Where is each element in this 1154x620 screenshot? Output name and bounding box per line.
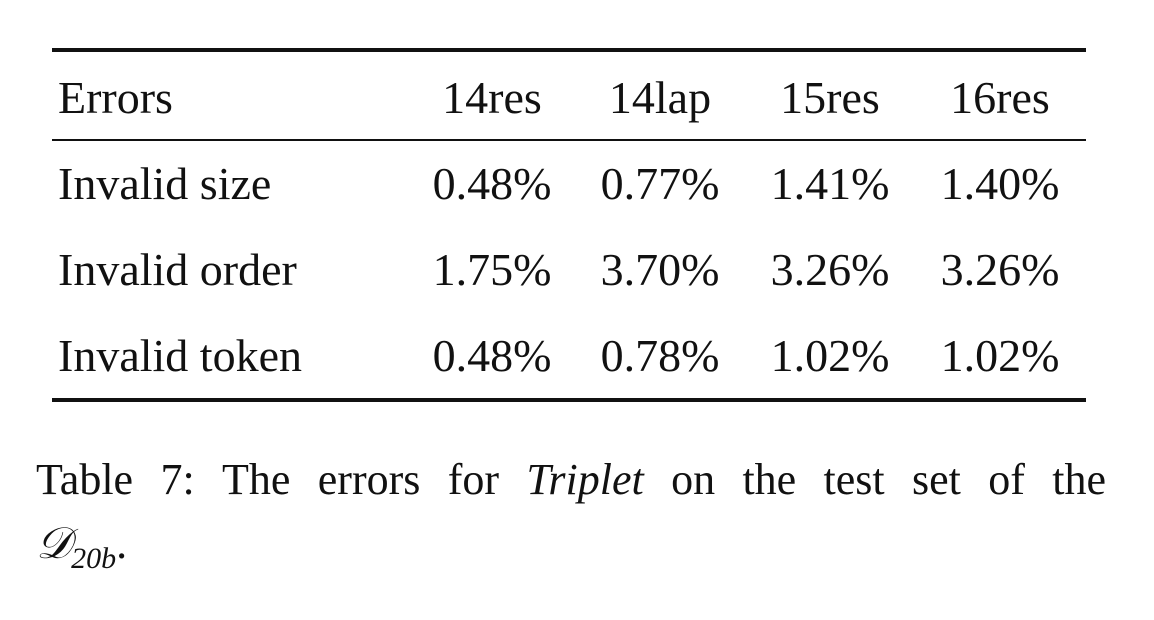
caption-word: the <box>742 455 797 504</box>
dataset-symbol: 𝒟 <box>36 518 72 569</box>
table-top-rule <box>52 48 1086 52</box>
header-errors: Errors <box>58 72 173 123</box>
dataset-subscript: 20b <box>71 542 117 575</box>
table-header-row: Errors 14res 14lap 15res 16res <box>52 68 1086 128</box>
table-header-rule <box>52 139 1086 141</box>
caption-word: of <box>988 455 1025 504</box>
caption-line-1: Table 7: The errors for Triplet on the t… <box>36 448 1106 512</box>
caption-word: test <box>823 455 885 504</box>
caption-word: set <box>912 455 961 504</box>
cell-value: 0.48% <box>432 158 552 209</box>
caption-method-name: Triplet <box>526 455 644 504</box>
table-row: Invalid size 0.48% 0.77% 1.41% 1.40% <box>52 154 1086 214</box>
caption-word: errors <box>317 455 421 504</box>
header-14res: 14res <box>442 72 542 123</box>
row-label: Invalid token <box>58 330 302 381</box>
table-row: Invalid token 0.48% 0.78% 1.02% 1.02% <box>52 326 1086 386</box>
header-15res: 15res <box>780 72 880 123</box>
caption-word: The <box>222 455 291 504</box>
caption-word: Table <box>36 455 134 504</box>
cell-value: 1.40% <box>940 158 1060 209</box>
cell-value: 1.41% <box>770 158 890 209</box>
header-16res: 16res <box>950 72 1050 123</box>
table-row: Invalid order 1.75% 3.70% 3.26% 3.26% <box>52 240 1086 300</box>
cell-value: 1.02% <box>940 330 1060 381</box>
caption-word: for <box>447 455 500 504</box>
cell-value: 3.70% <box>600 244 720 295</box>
caption-word: the <box>1052 455 1106 504</box>
row-label: Invalid size <box>58 158 272 209</box>
cell-value: 3.26% <box>770 244 890 295</box>
cell-value: 0.78% <box>600 330 720 381</box>
caption-period: . <box>116 519 128 568</box>
cell-value: 1.02% <box>770 330 890 381</box>
table-bottom-rule <box>52 398 1086 402</box>
caption-word: 7: <box>160 455 195 504</box>
table-caption: Table 7: The errors for Triplet on the t… <box>36 448 1106 581</box>
caption-line-2: 𝒟20b. <box>36 512 1106 581</box>
cell-value: 0.77% <box>600 158 720 209</box>
cell-value: 0.48% <box>432 330 552 381</box>
caption-word: on <box>671 455 716 504</box>
header-14lap: 14lap <box>608 72 712 123</box>
cell-value: 1.75% <box>432 244 552 295</box>
cell-value: 3.26% <box>940 244 1060 295</box>
row-label: Invalid order <box>58 244 297 295</box>
